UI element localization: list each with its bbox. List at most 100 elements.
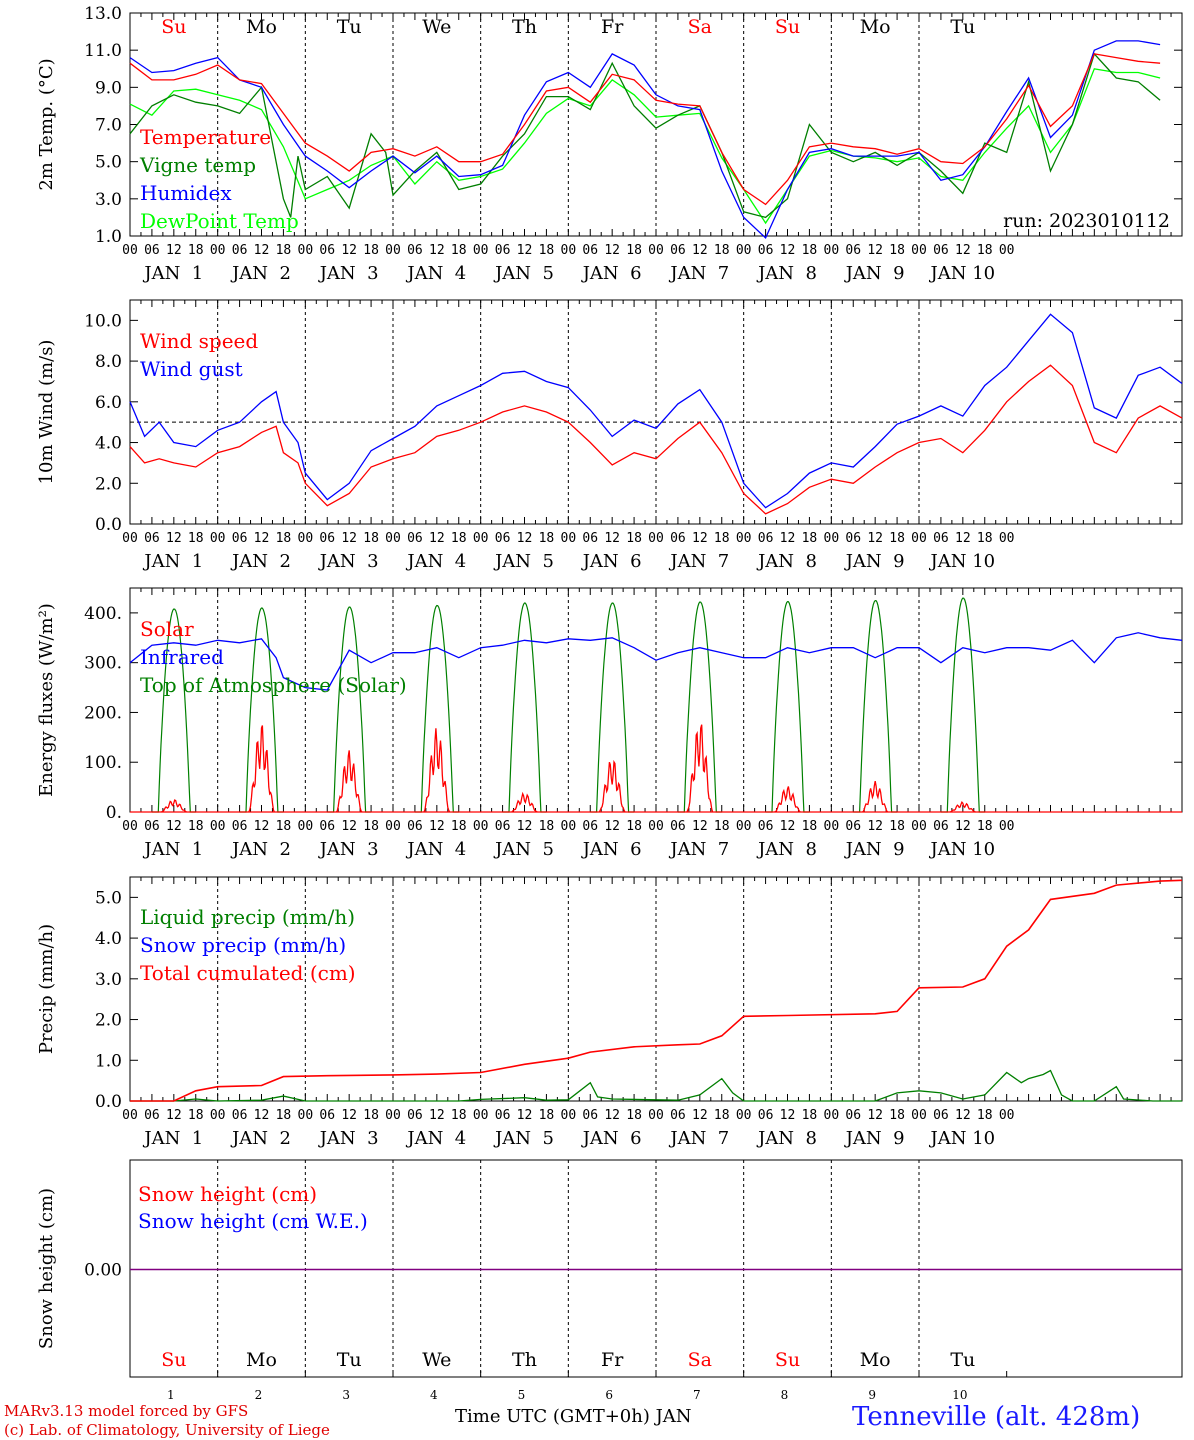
wind-gust-line	[129, 313, 1183, 509]
toa-curve	[853, 599, 898, 813]
day-number-label: 10	[952, 1388, 967, 1402]
legend-entry: Infrared	[140, 645, 224, 669]
day-number-label: 7	[693, 1388, 701, 1402]
hour-tick-label: 00	[473, 819, 489, 834]
date-label: JAN 7	[668, 263, 729, 284]
weekday-label: Mo	[860, 1349, 891, 1371]
hour-tick-label: 06	[495, 819, 511, 834]
hour-tick-label: 12	[692, 243, 708, 258]
hour-tick-label: 00	[122, 819, 138, 834]
weekday-label: Su	[775, 16, 800, 38]
weekday-label: Tu	[337, 1349, 362, 1371]
hour-tick-label: 00	[824, 1108, 840, 1123]
y-tick-label: 300.	[84, 654, 122, 674]
day-number-label: 4	[430, 1388, 438, 1402]
hour-tick-label: 06	[144, 1108, 160, 1123]
hour-tick-label: 06	[582, 819, 598, 834]
hour-tick-label: 18	[977, 819, 993, 834]
hour-tick-label: 06	[582, 243, 598, 258]
hour-tick-label: 12	[955, 1108, 971, 1123]
date-label: JAN 2	[230, 263, 291, 284]
hour-tick-label: 12	[341, 1108, 357, 1123]
weekday-label: Tu	[337, 16, 362, 38]
hour-tick-label: 00	[736, 1108, 752, 1123]
hour-tick-label: 00	[999, 243, 1015, 258]
y-tick-label: 11.0	[84, 41, 122, 61]
hour-tick-label: 00	[385, 531, 401, 546]
toa-curve	[590, 602, 635, 813]
date-label: JAN 3	[318, 1128, 379, 1149]
y-tick-label: 4.0	[95, 929, 122, 949]
y-tick-label: 7.0	[95, 116, 122, 136]
legend-entry: Total cumulated (cm)	[140, 961, 356, 985]
hour-tick-label: 00	[911, 243, 927, 258]
panel-frame-1	[129, 12, 1183, 237]
hour-tick-label: 06	[670, 1108, 686, 1123]
hour-tick-label: 06	[495, 243, 511, 258]
solar-curve	[774, 786, 801, 813]
hour-tick-label: 00	[561, 819, 577, 834]
hour-tick-label: 06	[495, 531, 511, 546]
y-tick-label: 5.0	[95, 153, 122, 173]
date-label: JAN 5	[493, 1128, 554, 1149]
solar-curve	[248, 725, 275, 813]
toa-curve	[151, 608, 196, 813]
toa-curve	[765, 600, 810, 813]
legend-entry: Humidex	[140, 181, 232, 205]
hour-tick-label: 06	[845, 819, 861, 834]
legend-entry: Snow precip (mm/h)	[140, 933, 346, 957]
hour-tick-label: 12	[254, 243, 270, 258]
solar-curve	[686, 724, 714, 813]
y-tick-label: 3.0	[95, 970, 122, 990]
hour-tick-label: 00	[298, 1108, 314, 1123]
hour-tick-label: 00	[824, 531, 840, 546]
hour-tick-label: 18	[451, 819, 467, 834]
legend-entry: Snow height (cm W.E.)	[138, 1209, 368, 1233]
date-label: JAN 9	[844, 551, 905, 572]
hour-tick-label: 12	[517, 243, 533, 258]
temp-series-line	[129, 40, 1161, 239]
hour-tick-label: 06	[232, 243, 248, 258]
hour-tick-label: 18	[188, 819, 204, 834]
weekday-label: Th	[512, 16, 537, 38]
hour-tick-label: 00	[122, 243, 138, 258]
liquid-precip-line	[130, 1069, 1182, 1102]
date-label: JAN 5	[493, 551, 554, 572]
hour-tick-label: 06	[319, 819, 335, 834]
run-label: run: 2023010112	[1003, 210, 1170, 232]
hour-tick-label: 18	[802, 243, 818, 258]
date-label: JAN 9	[844, 1128, 905, 1149]
date-label: JAN 3	[318, 263, 379, 284]
y-tick-label: 400.	[84, 604, 122, 624]
date-label: JAN 10	[929, 1128, 996, 1149]
time-axis-title: Time UTC (GMT+0h) JAN	[455, 1406, 692, 1427]
date-label: JAN 10	[929, 839, 996, 860]
hour-tick-label: 18	[188, 1108, 204, 1123]
toa-curve	[677, 601, 722, 813]
date-label: JAN 4	[405, 1128, 466, 1149]
hour-tick-label: 00	[561, 531, 577, 546]
date-label: JAN 4	[405, 551, 466, 572]
y-axis-label: Snow height (cm)	[36, 1188, 57, 1349]
hour-tick-label: 06	[933, 531, 949, 546]
hour-tick-label: 00	[385, 243, 401, 258]
hour-tick-label: 12	[780, 1108, 796, 1123]
day-number-label: 1	[167, 1388, 175, 1402]
hour-tick-label: 06	[758, 243, 774, 258]
hour-tick-label: 06	[407, 531, 423, 546]
hour-tick-label: 00	[999, 1108, 1015, 1123]
toa-curve	[239, 607, 284, 813]
weekday-label: Su	[161, 16, 186, 38]
hour-tick-label: 18	[188, 531, 204, 546]
hour-tick-label: 06	[407, 819, 423, 834]
hour-tick-label: 00	[210, 1108, 226, 1123]
hour-tick-label: 12	[780, 531, 796, 546]
hour-tick-label: 12	[955, 531, 971, 546]
hour-tick-label: 06	[845, 243, 861, 258]
date-label: JAN 4	[405, 839, 466, 860]
hour-tick-label: 06	[232, 819, 248, 834]
hour-tick-label: 06	[232, 1108, 248, 1123]
weekday-label: We	[422, 16, 451, 38]
hour-tick-label: 00	[999, 819, 1015, 834]
